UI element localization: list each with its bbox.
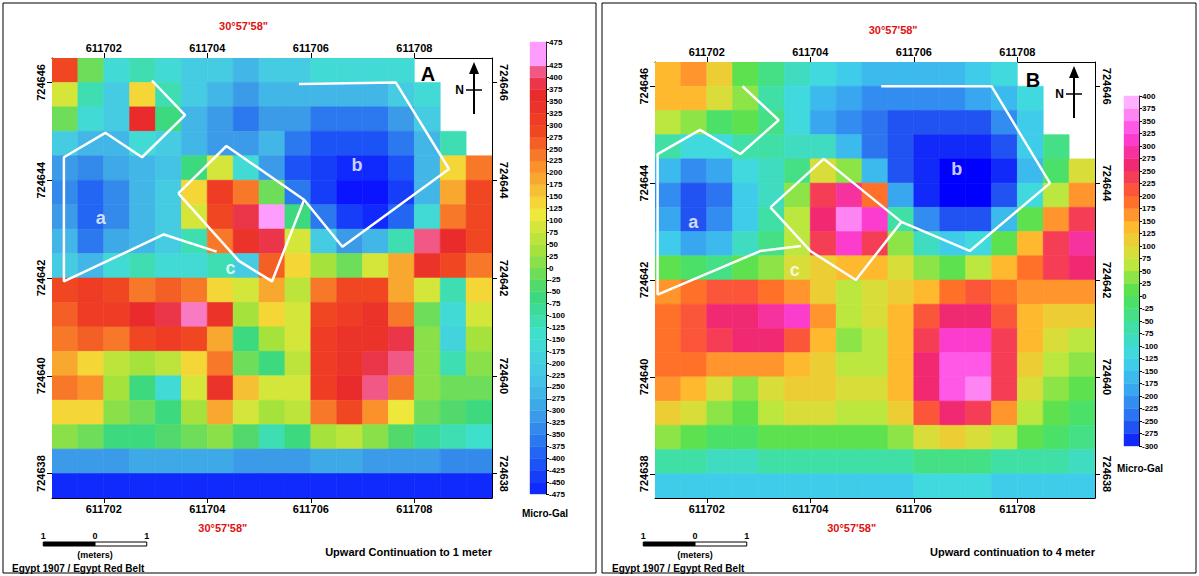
svg-text:N: N bbox=[455, 83, 464, 97]
svg-text:0: 0 bbox=[92, 531, 97, 541]
svg-text:1: 1 bbox=[41, 531, 46, 541]
svg-text:(meters): (meters) bbox=[77, 550, 113, 560]
svg-text:1: 1 bbox=[144, 531, 149, 541]
svg-text:30°57'58": 30°57'58" bbox=[827, 522, 876, 534]
svg-text:0: 0 bbox=[692, 531, 697, 541]
svg-text:Micro-Gal: Micro-Gal bbox=[1117, 463, 1163, 474]
svg-text:Upward Continuation to 1 meter: Upward Continuation to 1 meter bbox=[325, 546, 493, 558]
svg-text:30°57'58": 30°57'58" bbox=[198, 522, 247, 534]
svg-text:Egypt 1907 / Egypt Red Belt: Egypt 1907 / Egypt Red Belt bbox=[12, 563, 145, 574]
svg-text:30°57'58": 30°57'58" bbox=[869, 24, 918, 36]
svg-text:30°57'58": 30°57'58" bbox=[219, 20, 268, 32]
svg-text:Egypt 1907 / Egypt Red Belt: Egypt 1907 / Egypt Red Belt bbox=[612, 563, 745, 574]
svg-text:B: B bbox=[1026, 69, 1040, 91]
svg-text:1: 1 bbox=[641, 531, 646, 541]
svg-text:N: N bbox=[1055, 87, 1064, 101]
svg-text:(meters): (meters) bbox=[677, 550, 713, 560]
svg-text:Micro-Gal: Micro-Gal bbox=[522, 508, 568, 519]
svg-text:Upward continuation to 4 meter: Upward continuation to 4 meter bbox=[930, 546, 1096, 558]
svg-text:A: A bbox=[421, 63, 435, 85]
svg-text:1: 1 bbox=[744, 531, 749, 541]
